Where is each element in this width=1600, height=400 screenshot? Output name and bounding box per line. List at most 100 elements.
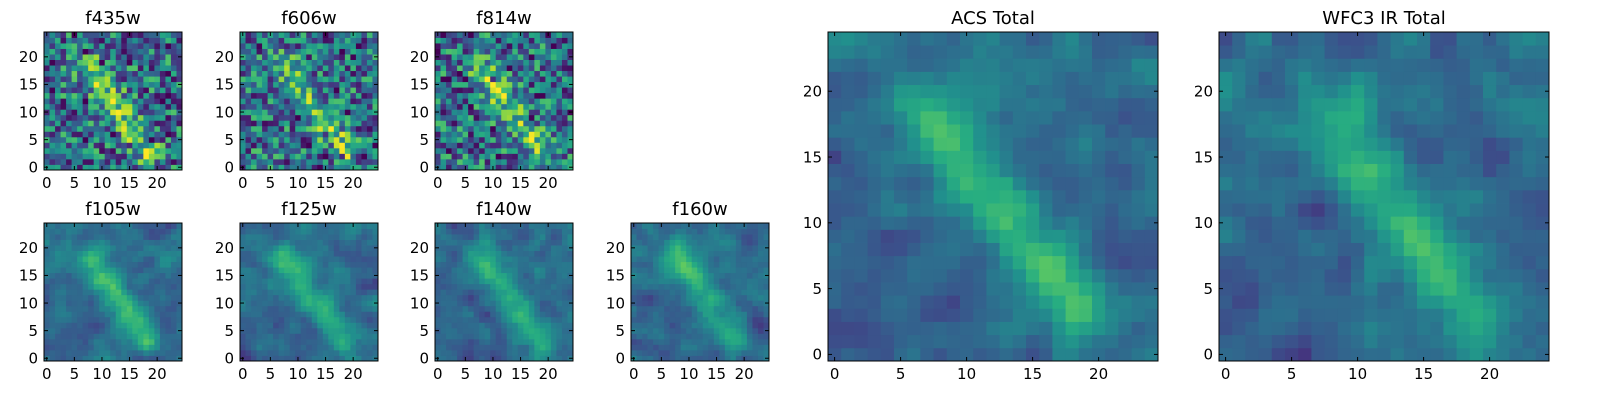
heatmap-cell: [484, 76, 491, 83]
heatmap-cell: [462, 300, 469, 307]
heatmap-cell: [517, 48, 524, 55]
heatmap-cell: [933, 163, 948, 178]
heatmap-cell: [490, 153, 497, 160]
heatmap-cell: [44, 311, 50, 318]
heatmap-cell: [284, 272, 291, 279]
heatmap-cell: [284, 92, 291, 99]
heatmap-cell: [462, 267, 469, 274]
heatmap-cell: [284, 147, 291, 154]
heatmap-cell: [104, 59, 111, 66]
heatmap-cell: [1065, 229, 1080, 243]
heatmap-cell: [55, 349, 61, 356]
heatmap-cell: [49, 109, 56, 116]
heatmap-cell: [457, 109, 463, 116]
heatmap-cell: [440, 43, 447, 49]
x-tick-label: 0: [433, 365, 443, 383]
heatmap-cell: [82, 43, 89, 49]
heatmap-cell: [550, 48, 557, 55]
heatmap-cell: [55, 37, 61, 44]
heatmap-cell: [556, 125, 563, 132]
heatmap-cell: [295, 109, 302, 116]
heatmap-cell: [680, 228, 687, 235]
heatmap-cell: [658, 267, 665, 274]
heatmap-cell: [71, 333, 78, 340]
heatmap-cell: [366, 272, 373, 279]
heatmap-cell: [154, 109, 161, 116]
heatmap-cell: [77, 223, 84, 229]
heatmap-cell: [311, 311, 318, 318]
heatmap-cell: [534, 48, 541, 55]
heatmap-cell: [490, 131, 497, 138]
heatmap-cell: [946, 216, 961, 230]
heatmap-cell: [71, 239, 78, 246]
heatmap-cell: [322, 76, 329, 83]
heatmap-cell: [1026, 163, 1040, 178]
heatmap-cell: [240, 147, 246, 154]
heatmap-cell: [104, 87, 111, 94]
heatmap-cell: [251, 54, 257, 60]
heatmap-cell: [642, 311, 648, 318]
heatmap-cell: [328, 164, 335, 171]
heatmap-cell: [534, 234, 541, 240]
heatmap-cell: [567, 131, 574, 138]
heatmap-cell: [752, 327, 759, 334]
heatmap-cell: [440, 283, 447, 290]
heatmap-cell: [99, 311, 106, 318]
heatmap-cell: [143, 131, 150, 138]
heatmap-cell: [973, 255, 987, 270]
heatmap-cell: [170, 76, 177, 83]
heatmap-cell: [468, 344, 475, 351]
heatmap-cell: [55, 316, 61, 323]
heatmap-cell: [44, 70, 50, 77]
heatmap-cell: [82, 300, 89, 307]
heatmap-cell: [311, 92, 318, 99]
heatmap-cell: [473, 65, 480, 72]
heatmap-cell: [473, 37, 480, 44]
y-tick-label: 20: [215, 239, 234, 257]
heatmap-cell: [702, 267, 709, 274]
heatmap-cell: [49, 43, 56, 49]
heatmap-cell: [741, 316, 748, 323]
heatmap-cell: [506, 54, 513, 60]
heatmap-cell: [669, 267, 676, 274]
heatmap-cell: [561, 114, 568, 121]
heatmap-cell: [267, 349, 274, 356]
heatmap-cell: [697, 250, 704, 257]
heatmap-cell: [82, 37, 89, 44]
heatmap-cell: [251, 87, 257, 94]
heatmap-cell: [561, 289, 568, 296]
heatmap-cell: [495, 92, 502, 99]
heatmap-cell: [55, 283, 61, 290]
heatmap-cell: [317, 136, 324, 143]
heatmap-cell: [361, 228, 368, 235]
heatmap-cell: [154, 65, 161, 72]
heatmap-cell: [159, 338, 166, 345]
heatmap-cell: [561, 223, 568, 229]
heatmap-cell: [317, 81, 324, 88]
heatmap-cell: [333, 76, 340, 83]
heatmap-cell: [647, 261, 654, 268]
heatmap-cell: [512, 48, 519, 55]
heatmap-cell: [306, 43, 313, 49]
heatmap-cell: [306, 37, 313, 44]
heatmap-cell: [757, 300, 764, 307]
heatmap-cell: [495, 48, 502, 55]
heatmap-cell: [1026, 295, 1040, 309]
heatmap-cell: [366, 37, 373, 44]
heatmap-cell: [322, 131, 329, 138]
heatmap-cell: [328, 311, 335, 318]
heatmap-cell: [631, 322, 637, 329]
heatmap-cell: [350, 338, 357, 345]
heatmap-cell: [462, 344, 469, 351]
heatmap-cell: [317, 65, 324, 72]
heatmap-cell: [675, 256, 682, 263]
heatmap-cell: [71, 147, 78, 154]
heatmap-cell: [468, 322, 475, 329]
heatmap-cell: [528, 54, 535, 60]
heatmap-cell: [66, 333, 72, 340]
heatmap-cell: [49, 239, 56, 246]
heatmap-cell: [284, 305, 291, 312]
heatmap-cell: [550, 54, 557, 60]
heatmap-cell: [501, 120, 508, 127]
heatmap-cell: [317, 278, 324, 285]
